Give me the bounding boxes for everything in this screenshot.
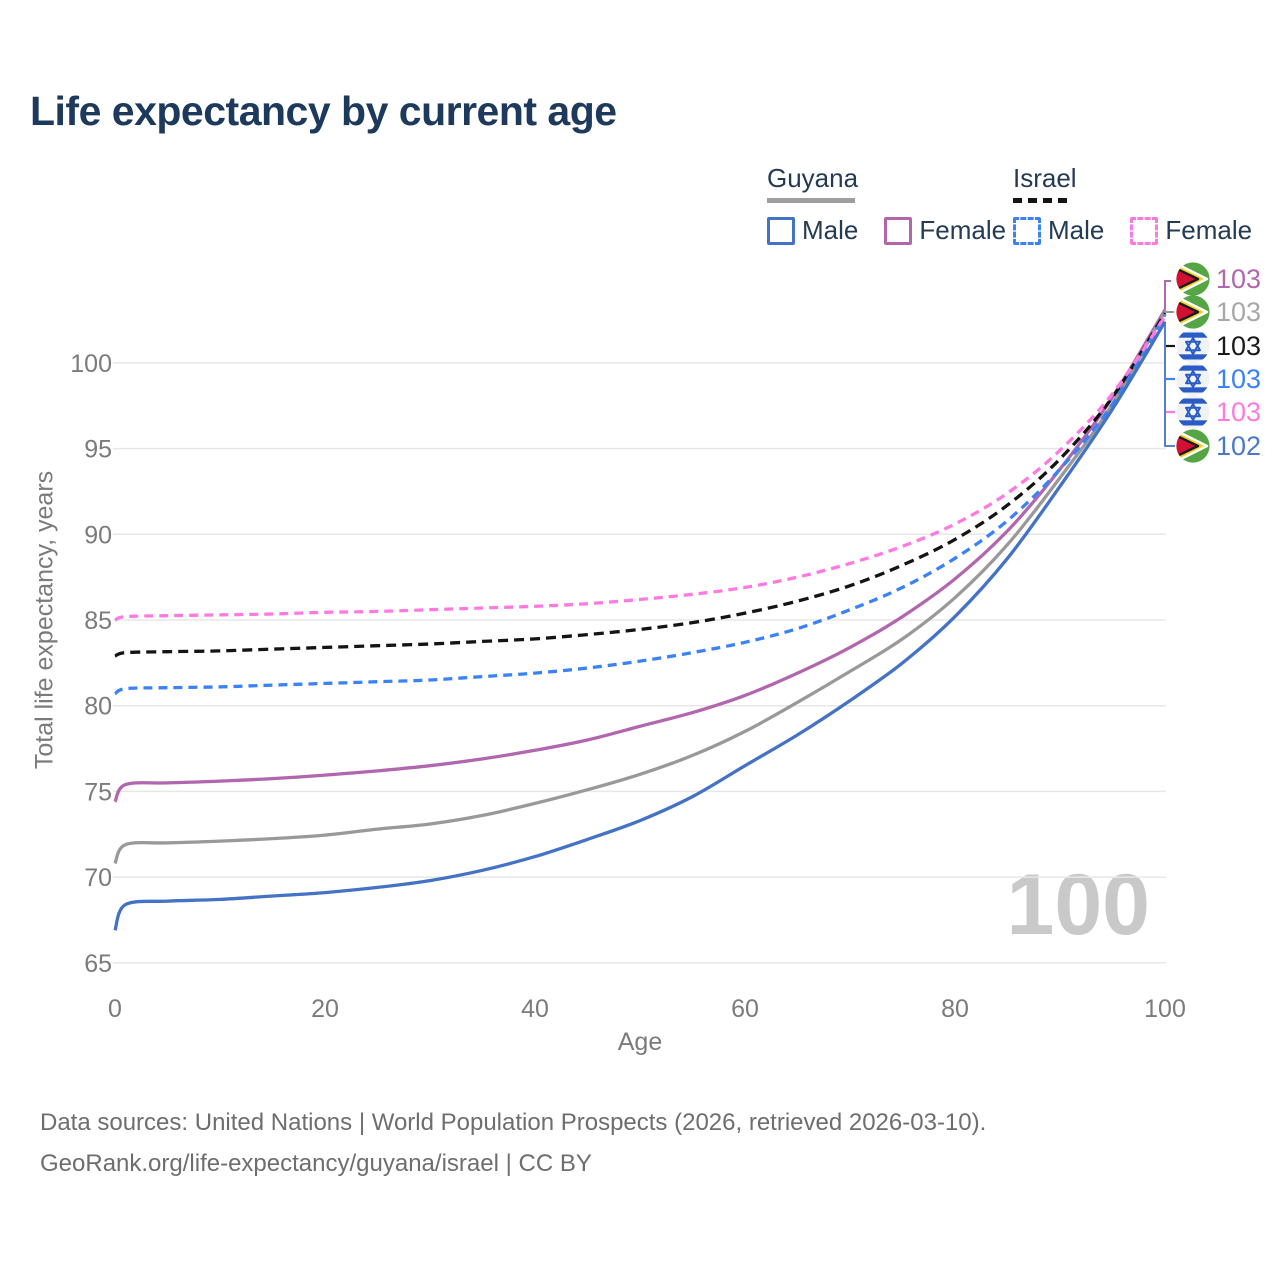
y-tick-65: 65 [84, 950, 112, 978]
legend-label-guyana-female[interactable]: Female [919, 215, 1007, 245]
guyana-line-style-swatch [767, 198, 855, 203]
x-tick-80: 80 [941, 995, 969, 1023]
legend-label-israel-female[interactable]: Female [1165, 215, 1253, 245]
end-label-guyana-female: 103 [1216, 264, 1261, 294]
y-tick-85: 85 [84, 607, 112, 635]
x-tick-60: 60 [731, 995, 759, 1023]
legend-label-guyana-male[interactable]: Male [802, 215, 859, 245]
end-label-israel: 103 [1216, 331, 1261, 361]
series-line-guyana-male[interactable] [113, 320, 1167, 931]
chart-title: Life expectancy by current age [30, 88, 617, 134]
x-tick-0: 0 [108, 995, 122, 1023]
legend-country-israel[interactable]: Israel [1013, 163, 1077, 193]
leader-guyana-female [1164, 280, 1171, 310]
x-axis-title: Age [617, 1028, 663, 1056]
y-tick-70: 70 [84, 864, 112, 892]
series-line-guyana[interactable] [113, 310, 1167, 865]
israel-flag-icon [1176, 329, 1210, 363]
legend-group-guyana: Guyana Male Female [767, 163, 1006, 246]
y-tick-100: 100 [70, 350, 112, 378]
legend-swatch-1-1[interactable] [1130, 216, 1159, 245]
legend-swatch-0-0[interactable] [767, 216, 795, 245]
y-tick-90: 90 [84, 521, 112, 549]
x-tick-40: 40 [521, 995, 549, 1023]
legend-group-israel: Israel Male Female [1013, 163, 1252, 246]
data-sources-line: Data sources: United Nations | World Pop… [40, 1109, 987, 1136]
series-line-guyana-female[interactable] [113, 308, 1167, 803]
end-label-israel-female: 103 [1216, 397, 1261, 427]
leader-guyana-male [1164, 321, 1175, 447]
attribution-line: GeoRank.org/life-expectancy/guyana/israe… [40, 1150, 592, 1177]
end-label-israel-male: 103 [1216, 364, 1261, 394]
x-tick-20: 20 [311, 995, 339, 1023]
end-label-guyana-male: 102 [1216, 431, 1261, 461]
age-counter-watermark: 100 [1006, 857, 1151, 953]
series-line-israel[interactable] [114, 312, 1167, 658]
israel-flag-icon [1176, 395, 1210, 429]
end-label-guyana: 103 [1216, 297, 1261, 327]
guyana-flag-icon [1176, 295, 1210, 329]
legend-swatch-1-0[interactable] [1013, 216, 1041, 245]
guyana-flag-icon [1176, 429, 1210, 463]
legend-label-israel-male[interactable]: Male [1048, 215, 1105, 245]
series-line-israel-female[interactable] [114, 315, 1167, 622]
y-tick-75: 75 [84, 778, 112, 806]
y-tick-80: 80 [84, 693, 112, 721]
legend-swatch-0-1[interactable] [884, 216, 913, 245]
legend-country-guyana[interactable]: Guyana [767, 163, 859, 193]
series-line-israel-male[interactable] [114, 314, 1167, 696]
y-tick-95: 95 [84, 436, 112, 464]
y-axis-title: Total life expectancy, years [30, 470, 59, 770]
guyana-flag-icon [1176, 262, 1210, 296]
israel-line-style-swatch [1013, 198, 1073, 203]
footer: Data sources: United Nations | World Pop… [40, 1102, 986, 1184]
x-tick-100: 100 [1144, 995, 1186, 1023]
israel-flag-icon [1176, 362, 1210, 396]
